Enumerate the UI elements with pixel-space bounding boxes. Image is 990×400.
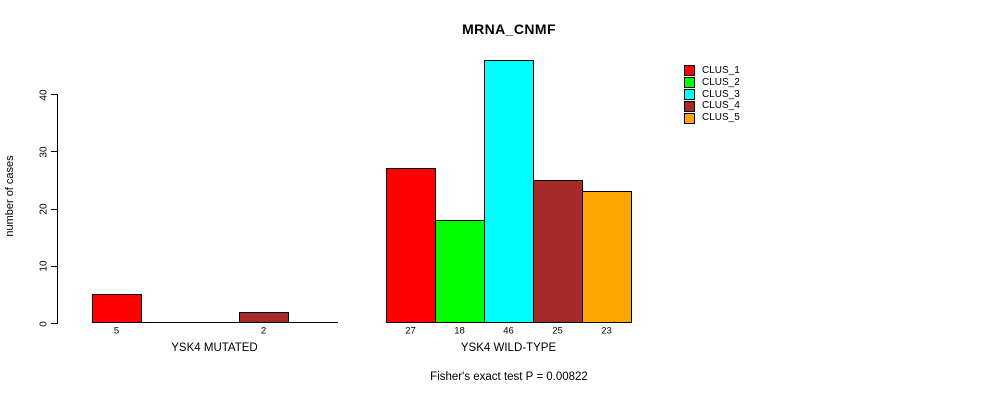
bar-value-label: 46	[503, 325, 514, 337]
y-axis-tick	[51, 265, 57, 267]
bar-clus_3-group2	[484, 60, 534, 323]
legend-item-clus_5: CLUS_5	[684, 112, 740, 124]
legend-item-clus_2: CLUS_2	[684, 77, 740, 89]
y-axis-tick	[51, 151, 57, 153]
legend-swatch-icon	[684, 88, 695, 100]
bar-value-label: 27	[405, 325, 416, 337]
legend-swatch-icon	[684, 112, 695, 124]
legend-label: CLUS_1	[702, 65, 740, 76]
legend-swatch-icon	[684, 100, 695, 112]
y-axis-tick-label: 10	[38, 260, 50, 272]
y-axis-tick	[51, 323, 57, 324]
bar-clus_4-group2	[533, 180, 583, 323]
chart-title: MRNA_CNMF	[462, 21, 556, 37]
y-axis-tick-label: 20	[38, 203, 50, 215]
y-axis-line	[57, 94, 58, 324]
y-axis-tick	[51, 94, 57, 95]
y-axis-tick-label: 40	[38, 88, 50, 101]
bar-clus_2-group2	[435, 220, 485, 323]
legend-item-clus_1: CLUS_1	[684, 65, 740, 77]
y-axis-tick	[51, 208, 57, 210]
bar-clus_1-group2	[386, 168, 436, 323]
legend-label: CLUS_2	[702, 76, 740, 88]
bar-value-label: 5	[113, 325, 120, 337]
legend-swatch-icon	[684, 65, 695, 77]
legend-label: CLUS_4	[702, 100, 740, 112]
legend-item-clus_4: CLUS_4	[684, 100, 740, 112]
annotation-text: Fisher's exact test P = 0.00822	[430, 371, 588, 383]
bar-value-label: 25	[552, 325, 563, 337]
legend: CLUS_1 CLUS_2 CLUS_3 CLUS_4 CLUS_5	[684, 65, 740, 124]
y-axis-label: number of cases	[4, 155, 16, 237]
bar-value-label: 23	[601, 325, 612, 337]
legend-item-clus_3: CLUS_3	[684, 89, 740, 101]
group-label: YSK4 MUTATED	[171, 342, 258, 354]
bar-clus_1-group1	[92, 294, 142, 323]
bar-value-label: 18	[454, 325, 465, 337]
y-axis-tick-label: 30	[38, 146, 50, 158]
legend-swatch-icon	[684, 77, 695, 89]
y-axis-tick-label: 0	[38, 320, 50, 327]
bar-clus_5-group2	[582, 191, 632, 323]
legend-label: CLUS_5	[702, 112, 740, 124]
bar-value-label: 2	[260, 325, 267, 337]
bar-clus_4-group1	[239, 312, 289, 323]
legend-label: CLUS_3	[702, 88, 740, 100]
baseline	[92, 322, 338, 323]
group-label: YSK4 WILD-TYPE	[460, 342, 557, 354]
